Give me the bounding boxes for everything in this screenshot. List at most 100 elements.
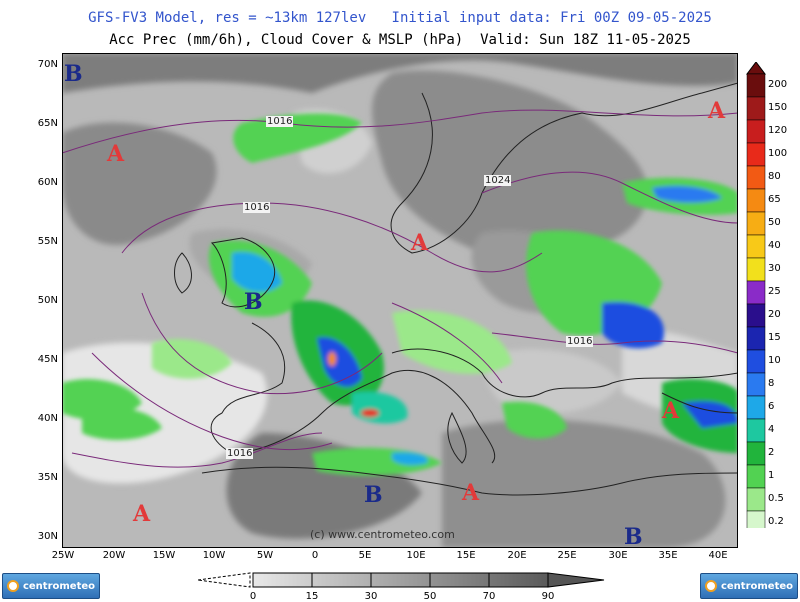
precip-legend-label: 0.2 — [768, 516, 784, 527]
precip-swatch — [746, 96, 766, 121]
precip-swatch — [746, 464, 766, 489]
lat-label: 65N — [37, 118, 58, 129]
lon-label: 40E — [708, 550, 728, 561]
lat-label: 70N — [37, 59, 58, 70]
lon-label: 25W — [51, 550, 75, 561]
precip-arrow — [746, 62, 766, 75]
lon-label: 20W — [102, 550, 126, 561]
cloud-tick-label: 90 — [541, 591, 555, 602]
precip-legend-label: 40 — [768, 240, 781, 251]
precip-swatch — [746, 257, 766, 282]
high-pressure-center: A — [462, 480, 480, 506]
centrometeo-logo-right[interactable]: centrometeo — [700, 573, 798, 599]
precip-swatch — [746, 510, 766, 528]
lon-label: 10W — [202, 550, 226, 561]
precipitation — [62, 113, 738, 476]
precip-legend-label: 8 — [768, 378, 775, 389]
precip-swatch — [746, 142, 766, 167]
precip-colorbar — [746, 62, 766, 528]
cloud-tick-label: 70 — [482, 591, 496, 602]
low-pressure-center: B — [624, 524, 643, 550]
logo-icon — [704, 580, 717, 592]
cloud-colorbar — [198, 572, 605, 588]
lat-label: 50N — [37, 295, 58, 306]
precip-legend-label: 10 — [768, 355, 781, 366]
centrometeo-logo-left[interactable]: centrometeo — [2, 573, 100, 599]
isobar-label: 1016 — [266, 116, 294, 127]
low-pressure-center: B — [244, 289, 263, 315]
lat-label: 40N — [37, 413, 58, 424]
precip-swatch — [746, 188, 766, 213]
map-frame — [62, 53, 738, 548]
precip-swatch — [746, 73, 766, 98]
precip-swatch — [746, 119, 766, 144]
weather-map — [61, 53, 739, 548]
lon-label: 5W — [256, 550, 274, 561]
logo-text: centrometeo — [22, 580, 96, 592]
precip-swatch — [746, 303, 766, 328]
isobar-label: 1024 — [484, 175, 512, 186]
precip-swatch — [746, 418, 766, 443]
coastlines — [174, 82, 739, 496]
lon-label: 25E — [557, 550, 577, 561]
isobar-label: 1016 — [226, 448, 254, 459]
lat-label: 55N — [37, 236, 58, 247]
lat-label: 60N — [37, 177, 58, 188]
isobar-label: 1016 — [566, 336, 594, 347]
title-field: Acc Prec (mm/6h), Cloud Cover & MSLP (hP… — [109, 32, 691, 48]
precip-swatch — [746, 349, 766, 374]
lat-label: 35N — [37, 472, 58, 483]
precip-legend-label: 0.5 — [768, 493, 784, 504]
precip-legend-label: 200 — [768, 79, 788, 90]
lat-label: 30N — [37, 531, 58, 542]
lon-label: 15E — [456, 550, 476, 561]
isobars — [61, 109, 739, 468]
lon-label: 0 — [311, 550, 319, 561]
lon-label: 15W — [152, 550, 176, 561]
precip-legend-label: 20 — [768, 309, 781, 320]
low-pressure-center: B — [364, 482, 383, 508]
precip-legend-label: 15 — [768, 332, 781, 343]
precip-legend-label: 80 — [768, 171, 781, 182]
precip-legend-label: 25 — [768, 286, 781, 297]
low-pressure-center: B — [64, 61, 83, 87]
precip-swatch — [746, 395, 766, 420]
title-model: GFS-FV3 Model, res = ~13km 127lev Initia… — [88, 10, 712, 26]
precip-swatch — [746, 211, 766, 236]
lon-label: 20E — [507, 550, 527, 561]
high-pressure-center: A — [411, 230, 429, 256]
precip-legend-label: 65 — [768, 194, 781, 205]
credit-text: (c) www.centrometeo.com — [310, 528, 455, 541]
precip-legend-label: 100 — [768, 148, 788, 159]
precip-swatch — [746, 372, 766, 397]
map-canvas — [61, 53, 739, 548]
precip-legend-label: 50 — [768, 217, 781, 228]
logo-text: centrometeo — [720, 580, 794, 592]
lon-label: 30E — [608, 550, 628, 561]
precip-legend-label: 1 — [768, 470, 775, 481]
lon-label: 5E — [358, 550, 372, 561]
high-pressure-center: A — [133, 501, 151, 527]
precip-legend-label: 120 — [768, 125, 788, 136]
precip-legend-label: 30 — [768, 263, 781, 274]
precip-swatch — [746, 326, 766, 351]
precip-swatch — [746, 280, 766, 305]
cloud-tick-label: 15 — [305, 591, 319, 602]
lat-label: 45N — [37, 354, 58, 365]
precip-legend-label: 4 — [768, 424, 775, 435]
precip-swatch — [746, 441, 766, 466]
lon-label: 35E — [658, 550, 678, 561]
high-pressure-center: A — [107, 141, 125, 167]
precip-swatch — [746, 165, 766, 190]
precip-legend-label: 6 — [768, 401, 775, 412]
lon-label: 10E — [406, 550, 426, 561]
high-pressure-center: A — [662, 398, 680, 424]
precip-legend-label: 150 — [768, 102, 788, 113]
high-pressure-center: A — [708, 98, 726, 124]
cloud-tick-label: 0 — [249, 591, 257, 602]
precip-swatch — [746, 487, 766, 512]
precip-legend-label: 2 — [768, 447, 775, 458]
isobar-label: 1016 — [243, 202, 271, 213]
cloud-tick-label: 50 — [423, 591, 437, 602]
cloud-tick-label: 30 — [364, 591, 378, 602]
